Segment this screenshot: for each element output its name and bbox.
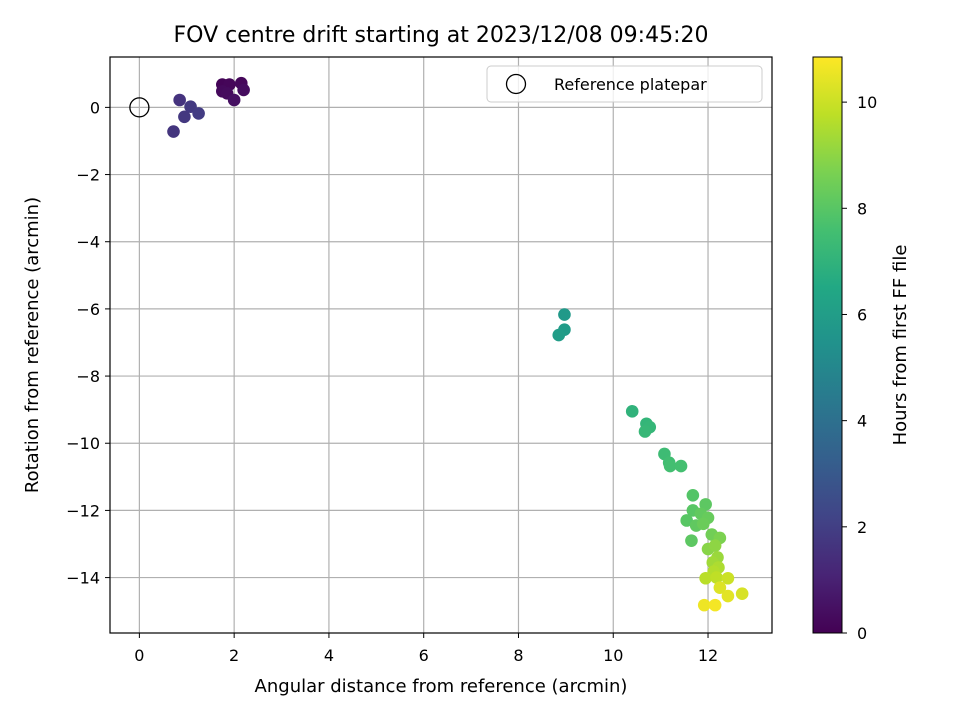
y-tick-label: −10: [66, 434, 100, 453]
y-axis-label: Rotation from reference (arcmin): [22, 197, 43, 493]
data-point: [552, 328, 566, 342]
y-tick-label: −6: [76, 300, 100, 319]
colorbar-tick-label: 8: [857, 199, 867, 218]
colorbar-ticks: 0 2 4 6 8 10: [842, 93, 877, 643]
data-point: [710, 571, 723, 584]
y-tick-label: −12: [66, 501, 100, 520]
y-axis-ticks: 0 −2 −4 −6 −8 −10 −12 −14: [66, 98, 110, 588]
data-point: [173, 93, 186, 107]
colorbar-tick-label: 2: [857, 518, 867, 537]
y-tick-label: −2: [76, 166, 100, 185]
colorbar: 0 2 4 6 8 10 Hours from first FF file: [812, 56, 911, 643]
data-points: [167, 76, 749, 612]
x-tick-label: 10: [603, 646, 623, 665]
x-tick-label: 6: [419, 646, 429, 665]
x-tick-label: 2: [229, 646, 239, 665]
x-tick-label: 4: [324, 646, 334, 665]
data-point: [713, 581, 727, 594]
colorbar-tick-label: 6: [857, 305, 867, 324]
data-point: [685, 534, 698, 547]
chart-title: FOV centre drift starting at 2023/12/08 …: [174, 23, 709, 48]
legend: Reference platepar: [486, 65, 763, 103]
x-tick-label: 0: [134, 646, 144, 665]
data-point: [708, 539, 722, 552]
data-point: [735, 587, 749, 601]
plot-frame: [109, 56, 773, 634]
x-axis-label: Angular distance from reference (arcmin): [255, 676, 628, 697]
data-point: [699, 498, 712, 511]
data-point: [686, 488, 700, 502]
legend-box: [486, 65, 763, 103]
y-tick-label: −14: [66, 569, 100, 588]
legend-label: Reference platepar: [554, 75, 707, 94]
x-tick-label: 8: [513, 646, 523, 665]
x-tick-label: 12: [698, 646, 718, 665]
y-tick-label: −8: [76, 367, 100, 386]
data-point: [721, 571, 735, 585]
data-point: [663, 459, 677, 473]
data-point: [708, 598, 722, 612]
data-point: [178, 110, 191, 124]
data-point: [674, 459, 688, 473]
colorbar-tick-label: 4: [857, 412, 867, 431]
grid: [110, 57, 772, 633]
colorbar-tick-label: 10: [857, 93, 877, 112]
y-tick-label: −4: [76, 233, 100, 252]
legend-reference-marker: [505, 73, 527, 95]
data-point: [227, 93, 241, 107]
colorbar-tick-label: 0: [857, 624, 867, 643]
colorbar-gradient: [812, 56, 843, 634]
data-point: [697, 598, 711, 612]
data-point: [721, 589, 735, 603]
data-point: [558, 308, 571, 321]
data-point: [237, 83, 250, 97]
data-point: [699, 571, 712, 585]
data-point: [638, 425, 652, 438]
reference-platepar-marker: [129, 97, 150, 118]
data-point: [192, 107, 205, 120]
x-axis-ticks: 0 2 4 6 8 10 12: [134, 633, 718, 665]
data-point: [696, 517, 710, 531]
y-tick-label: 0: [90, 98, 100, 117]
colorbar-label: Hours from first FF file: [890, 245, 911, 446]
data-point: [167, 125, 180, 138]
data-point: [680, 514, 694, 527]
data-point: [625, 405, 639, 418]
